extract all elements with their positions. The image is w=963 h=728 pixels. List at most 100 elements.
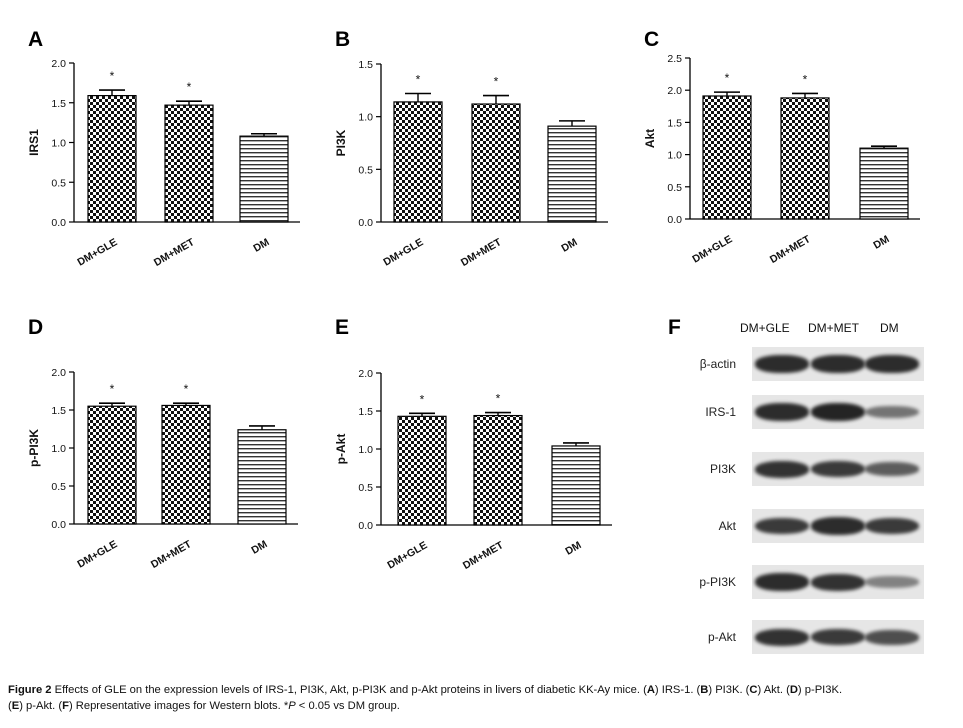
blot-band bbox=[755, 517, 809, 535]
caption-text: Effects of GLE on the expression levels … bbox=[51, 684, 647, 696]
blot-lane-header-gle: DM+GLE bbox=[740, 321, 790, 335]
y-axis-label: PI3K bbox=[334, 129, 348, 156]
x-tick-label: DM bbox=[563, 539, 583, 558]
significance-marker: * bbox=[725, 71, 730, 85]
x-tick-label: DM+MET bbox=[152, 236, 197, 269]
bar-chart-c: 0.0 0.5 1.0 1.5 2.0 2.5 Akt * DM+GLE * DM+MET DM bbox=[643, 53, 920, 266]
figure-caption: Figure 2 Effects of GLE on the expressio… bbox=[8, 682, 956, 714]
significance-marker: * bbox=[110, 69, 115, 83]
caption-text: < 0.05 vs DM group. bbox=[295, 700, 400, 712]
y-tick-label: 0.5 bbox=[51, 481, 66, 493]
caption-text: ) PI3K. ( bbox=[708, 684, 750, 696]
blot-strip bbox=[752, 395, 924, 429]
x-tick-label: DM+MET bbox=[461, 539, 506, 572]
bar-dm-met bbox=[471, 103, 521, 223]
x-tick-label: DM bbox=[559, 236, 579, 255]
bar-dm-gle bbox=[397, 415, 447, 526]
y-tick-label: 2.5 bbox=[667, 53, 682, 65]
caption-text: ( bbox=[8, 700, 12, 712]
y-axis-label: p-Akt bbox=[334, 434, 348, 465]
blot-row-label: β-actin bbox=[699, 357, 736, 371]
panel-letter-a: A bbox=[28, 28, 44, 51]
y-tick-label: 0.0 bbox=[51, 217, 66, 229]
blot-row-label: p-PI3K bbox=[699, 575, 736, 589]
caption-text: ) Representative images for Western blot… bbox=[68, 700, 289, 712]
y-tick-label: 1.5 bbox=[358, 406, 373, 418]
y-tick-label: 0.0 bbox=[358, 520, 373, 532]
blot-band bbox=[865, 355, 919, 373]
blot-band bbox=[865, 462, 919, 476]
y-tick-label: 0.0 bbox=[358, 217, 373, 229]
bar-dm-gle bbox=[87, 94, 137, 223]
bar-dm-gle bbox=[702, 95, 752, 220]
significance-marker: * bbox=[494, 75, 499, 89]
blot-lane-header-dm: DM bbox=[880, 321, 899, 335]
blot-row-label: PI3K bbox=[709, 462, 736, 476]
blot-band bbox=[865, 629, 919, 645]
caption-letter: B bbox=[700, 684, 709, 696]
blot-band bbox=[755, 628, 809, 646]
x-tick-label: DM+GLE bbox=[381, 236, 425, 268]
significance-marker: * bbox=[187, 80, 192, 94]
y-tick-label: 1.5 bbox=[51, 98, 66, 110]
y-tick-label: 2.0 bbox=[51, 367, 66, 379]
bar-chart-a: 0.0 0.5 1.0 1.5 2.0 IRS1 * DM+GLE * DM+MET DM bbox=[27, 58, 300, 269]
bar-dm bbox=[237, 429, 287, 525]
blot-strip bbox=[752, 347, 924, 381]
panel-letter-f: F bbox=[668, 316, 681, 339]
blot-row-label: Akt bbox=[718, 519, 736, 533]
blot-band bbox=[865, 405, 919, 419]
significance-marker: * bbox=[416, 72, 421, 86]
bar-dm-gle bbox=[393, 101, 443, 223]
significance-marker: * bbox=[496, 392, 501, 406]
blot-band bbox=[811, 628, 865, 646]
blot-band bbox=[811, 403, 865, 421]
bar-chart-e: 0.0 0.5 1.0 1.5 2.0 p-Akt * DM+GLE * DM+MET DM bbox=[334, 368, 612, 572]
x-tick-label: DM+MET bbox=[149, 538, 194, 571]
western-blot: DM+GLE DM+MET DM β-actin IRS-1 PI3K Akt p-PI… bbox=[668, 315, 938, 665]
blot-band bbox=[865, 576, 919, 588]
x-tick-label: DM+GLE bbox=[690, 233, 734, 265]
blot-band bbox=[811, 355, 865, 373]
blot-band bbox=[755, 403, 809, 421]
y-tick-label: 1.0 bbox=[51, 138, 66, 150]
y-axis-label: IRS1 bbox=[27, 129, 41, 156]
blot-row-label: IRS-1 bbox=[705, 405, 736, 419]
blot-strip bbox=[752, 509, 924, 543]
blot-strip bbox=[752, 620, 924, 654]
caption-letter: C bbox=[749, 684, 758, 696]
y-tick-label: 0.5 bbox=[358, 482, 373, 494]
caption-letter: D bbox=[789, 684, 798, 696]
caption-italic: P bbox=[288, 700, 296, 712]
y-tick-label: 1.5 bbox=[667, 117, 682, 129]
y-tick-label: 2.0 bbox=[667, 85, 682, 97]
x-tick-label: DM bbox=[871, 233, 891, 252]
significance-marker: * bbox=[110, 382, 115, 396]
y-tick-label: 0.5 bbox=[358, 164, 373, 176]
bar-dm bbox=[547, 125, 597, 223]
y-axis-label: p-PI3K bbox=[27, 429, 41, 467]
blot-strip bbox=[752, 565, 924, 599]
blot-band bbox=[755, 355, 809, 373]
bar-dm bbox=[551, 445, 601, 526]
x-tick-label: DM+GLE bbox=[385, 539, 429, 571]
blot-lane-header-met: DM+MET bbox=[808, 321, 859, 335]
caption-letter: E bbox=[11, 700, 20, 712]
y-tick-label: 1.0 bbox=[358, 444, 373, 456]
bar-chart-b: 0.0 0.5 1.0 1.5 PI3K * DM+GLE * DM+MET DM bbox=[334, 59, 608, 269]
blot-band bbox=[811, 573, 865, 591]
y-tick-label: 0.0 bbox=[51, 519, 66, 531]
caption-text: ) p-PI3K. bbox=[797, 684, 843, 696]
bar-dm-met bbox=[780, 97, 830, 220]
bar-dm-gle bbox=[87, 405, 137, 525]
x-tick-label: DM+GLE bbox=[75, 538, 119, 570]
bar-dm bbox=[859, 147, 909, 220]
x-tick-label: DM+MET bbox=[459, 236, 504, 269]
bar-chart-d: 0.0 0.5 1.0 1.5 2.0 p-PI3K * DM+GLE * DM+MET DM bbox=[27, 367, 298, 571]
panel-letter-c: C bbox=[644, 28, 660, 51]
significance-marker: * bbox=[803, 72, 808, 86]
y-tick-label: 1.0 bbox=[667, 150, 682, 162]
caption-letter: F bbox=[62, 700, 69, 712]
y-tick-label: 1.0 bbox=[51, 443, 66, 455]
